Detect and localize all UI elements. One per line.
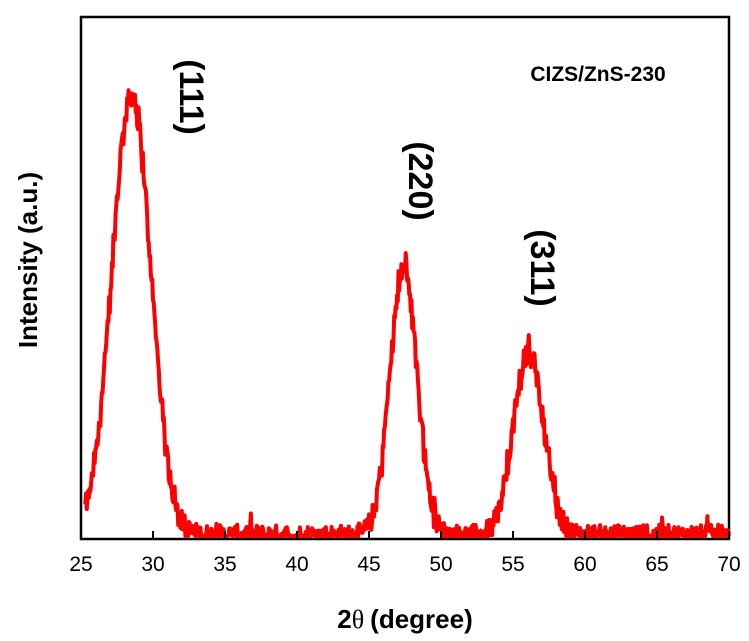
x-tick-label: 40 xyxy=(285,553,308,576)
x-tick-label: 50 xyxy=(429,553,452,576)
x-tick-label: 35 xyxy=(213,553,236,576)
peak-label-220: (220) xyxy=(401,141,439,220)
x-axis-title: 2θ (degree) xyxy=(337,604,473,634)
x-axis-title-theta: θ xyxy=(352,605,364,634)
x-axis-ticks: 25 30 35 40 45 50 55 60 65 70 xyxy=(69,531,741,576)
x-tick-label: 45 xyxy=(357,553,380,576)
x-axis-title-unit: (degree) xyxy=(370,604,473,634)
x-tick-label: 25 xyxy=(69,553,92,576)
x-tick-label: 70 xyxy=(717,553,740,576)
x-axis-title-main: 2 xyxy=(337,604,351,634)
y-axis-title: Intensity (a.u.) xyxy=(13,172,43,348)
x-tick-label: 65 xyxy=(645,553,668,576)
x-tick-label: 60 xyxy=(573,553,596,576)
series-line-cizs-zns-230 xyxy=(83,88,731,538)
peak-label-311: (311) xyxy=(523,229,561,307)
plot-frame xyxy=(79,15,731,541)
legend-label: CIZS/ZnS-230 xyxy=(530,63,665,86)
x-tick-label: 55 xyxy=(501,553,524,576)
x-tick-label: 30 xyxy=(141,553,164,576)
peak-label-111: (111) xyxy=(172,59,210,135)
